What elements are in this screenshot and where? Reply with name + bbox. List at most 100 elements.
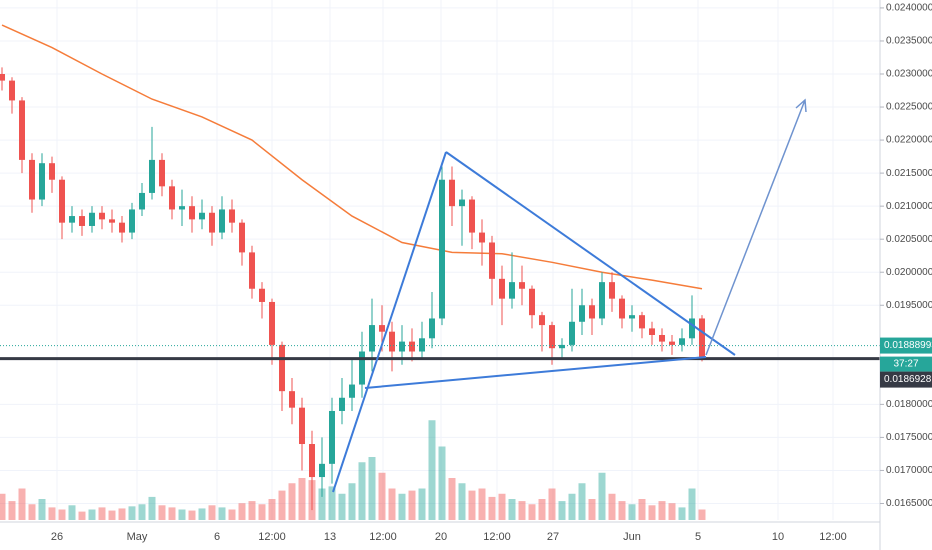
candle-body (89, 212, 95, 226)
candle-body (619, 298, 625, 319)
candle-body (239, 222, 245, 253)
candle-body (69, 216, 75, 223)
candle-body (579, 305, 585, 322)
volume-bar (568, 493, 576, 520)
candle-body (439, 179, 445, 319)
volume-bar (408, 490, 416, 520)
candle-body (469, 199, 475, 233)
volume-bar (18, 488, 26, 520)
candle-body (0, 74, 6, 81)
volume-bar (368, 457, 376, 520)
candle-body (499, 278, 505, 299)
candle-body (589, 305, 595, 319)
x-tick-label: 12:00 (258, 531, 286, 543)
candle-body (529, 288, 535, 316)
candle-body (29, 159, 35, 200)
volume-bar (148, 496, 156, 520)
candle-body (399, 341, 405, 352)
candle-body (39, 163, 45, 200)
candle-body (79, 216, 85, 226)
volume-bar (438, 446, 446, 520)
candle-body (479, 232, 485, 243)
volume-bar (638, 499, 646, 520)
volume-bar (508, 499, 516, 520)
volume-bar (338, 493, 346, 520)
y-tick-label: 0.01650000 (886, 498, 932, 509)
volume-bar (128, 506, 136, 520)
candle-body (419, 338, 425, 352)
volume-bar (58, 509, 66, 520)
volume-bar (348, 483, 356, 520)
candle-body (329, 410, 335, 464)
last-price-tag (880, 371, 932, 388)
volume-bar (38, 499, 46, 520)
candle-body (299, 407, 305, 445)
volume-bar (208, 505, 216, 520)
candle-body (209, 212, 215, 233)
volume-bar (68, 505, 76, 520)
x-tick-label: 26 (51, 531, 63, 543)
candle-body (569, 321, 575, 345)
candle-body (169, 186, 175, 210)
candle-body (189, 206, 195, 220)
volume-bar (688, 488, 696, 520)
candle-body (539, 315, 545, 326)
candle-body (199, 212, 205, 220)
volume-bar (418, 488, 426, 520)
volume-bar (578, 483, 586, 520)
candle-body (379, 325, 385, 332)
volume-bar (358, 462, 366, 520)
volume-bar (138, 504, 146, 520)
candle-body (359, 351, 365, 385)
candle-body (139, 192, 145, 210)
candles (0, 67, 705, 511)
volume-bar (448, 478, 456, 520)
price-levels (0, 345, 880, 361)
candle-body (649, 328, 655, 335)
volume-bar (108, 510, 116, 520)
volume-bar (48, 507, 56, 520)
volume-bar (178, 509, 186, 520)
candle-body (369, 325, 375, 352)
candle-body (289, 391, 295, 408)
marked-price-label: 0.01888993 (884, 340, 932, 351)
candle-body (59, 179, 65, 223)
volume-bar (658, 501, 666, 520)
volume-bar (628, 504, 636, 520)
drawings (332, 98, 807, 493)
candle-body (229, 209, 235, 223)
candle-body (349, 384, 355, 398)
candle-body (219, 209, 225, 233)
volume-bar (218, 507, 226, 520)
arrow-head (795, 98, 807, 113)
volume-bar (248, 501, 256, 520)
x-tick-label: 12:00 (483, 531, 511, 543)
arrow-line (705, 99, 806, 356)
candle-body (559, 344, 565, 349)
candle-body (259, 288, 265, 302)
moving-average-line (1, 24, 703, 290)
volume-bar (98, 507, 106, 520)
candle-body (409, 341, 415, 352)
candle-body (49, 163, 55, 180)
countdown-tag (880, 356, 932, 372)
volume-bar (328, 486, 336, 520)
x-tick-label: 12:00 (819, 531, 847, 543)
moving-average (1, 24, 703, 290)
candle-body (689, 318, 695, 339)
x-tick-label: 27 (547, 531, 559, 543)
candle-body (609, 282, 615, 299)
candle-body (449, 179, 455, 207)
candle-body (149, 159, 155, 193)
candle-body (669, 341, 675, 345)
trend-line (332, 151, 447, 493)
volume-bar (188, 510, 196, 520)
